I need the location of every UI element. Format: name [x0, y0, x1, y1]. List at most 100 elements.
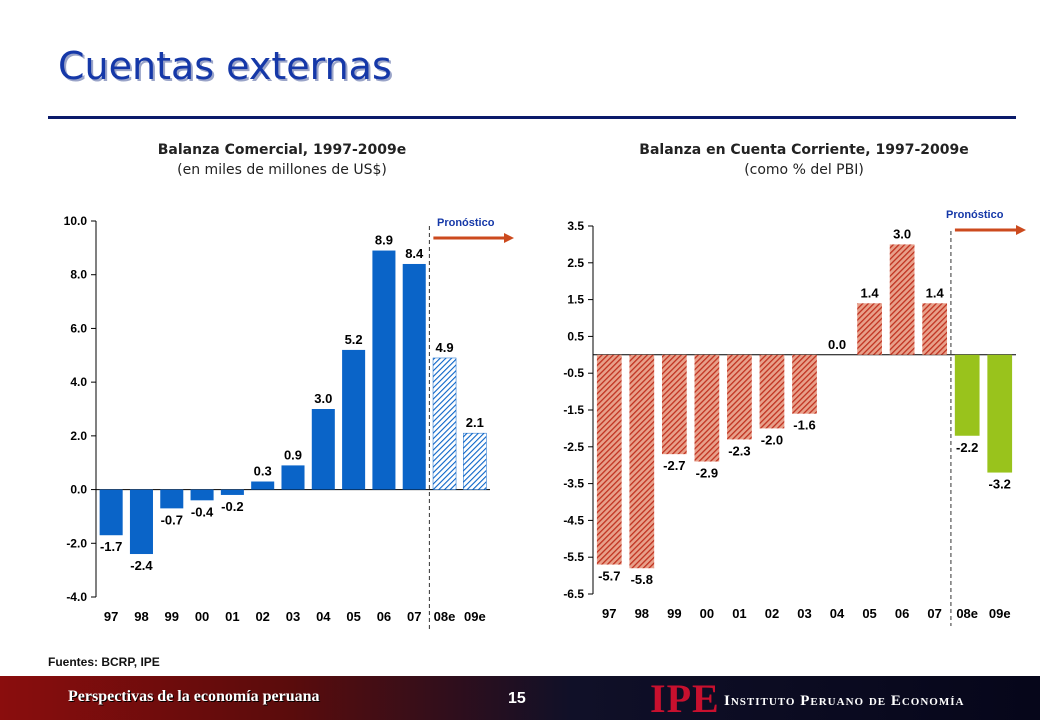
trade-data-label-09e: 2.1	[466, 415, 484, 430]
ipe-logo: IPE	[650, 676, 720, 721]
current-account-bar-08e	[954, 354, 980, 436]
trade-bar-00	[190, 489, 214, 501]
trade-data-label-06: 8.9	[375, 233, 393, 248]
current-account-data-label-00: -2.9	[696, 466, 718, 481]
current-account-x-tick-label-07: 07	[927, 606, 941, 621]
trade-x-tick-label-01: 01	[225, 609, 239, 624]
trade-forecast-label: Pronóstico	[437, 217, 495, 229]
trade-data-label-05: 5.2	[345, 332, 363, 347]
right-chart-heading: Balanza en Cuenta Corriente, 1997-2009e …	[604, 140, 1004, 180]
trade-bar-01	[220, 489, 244, 495]
trade-x-tick-label-05: 05	[346, 609, 360, 624]
trade-x-tick-label-06: 06	[377, 609, 391, 624]
current-account-y-tick-label: 3.5	[567, 219, 584, 233]
trade-y-tick-label: 4.0	[70, 375, 87, 389]
trade-y-tick-label: -4.0	[66, 590, 87, 604]
current-account-bar-02	[759, 354, 785, 429]
left-chart-title: Balanza Comercial, 1997-2009e	[157, 142, 407, 158]
current-account-forecast-arrow-head	[1016, 225, 1026, 235]
trade-y-tick-label: 8.0	[70, 268, 87, 282]
trade-bar-03	[281, 465, 305, 490]
current-account-data-label-03: -1.6	[793, 418, 815, 433]
trade-bar-98	[129, 489, 153, 555]
current-account-data-label-04: 0.0	[828, 337, 846, 352]
current-account-bar-97	[596, 354, 622, 565]
trade-bar-04	[311, 409, 335, 490]
current-account-data-label-01: -2.3	[728, 443, 750, 458]
current-account-bar-05	[857, 303, 882, 355]
trade-x-tick-label-04: 04	[316, 609, 331, 624]
current-account-x-tick-label-01: 01	[732, 606, 746, 621]
current-account-y-tick-label: -0.5	[563, 366, 584, 380]
trade-x-tick-label-02: 02	[255, 609, 269, 624]
current-account-y-tick-label: -5.5	[563, 550, 584, 564]
trade-bar-06	[372, 250, 396, 490]
current-account-y-tick-label: -6.5	[563, 587, 584, 601]
trade-x-tick-label-03: 03	[286, 609, 300, 624]
current-account-bar-98	[629, 354, 655, 569]
trade-bar-99	[160, 489, 184, 509]
trade-x-tick-label-97: 97	[104, 609, 118, 624]
current-account-y-tick-label: -2.5	[563, 440, 584, 454]
current-account-data-label-06: 3.0	[893, 226, 911, 241]
current-account-bar-03	[792, 354, 817, 414]
current-account-data-label-05: 1.4	[861, 285, 880, 300]
current-account-data-label-07: 1.4	[926, 285, 945, 300]
current-account-y-tick-label: 0.5	[567, 329, 584, 343]
trade-x-tick-label-99: 99	[165, 609, 179, 624]
trade-data-label-00: -0.4	[191, 504, 214, 519]
trade-x-tick-label-09e: 09e	[464, 609, 486, 624]
trade-bar-02	[251, 481, 275, 490]
current-account-bar-09e	[987, 354, 1013, 473]
trade-y-tick-label: 2.0	[70, 429, 87, 443]
trade-x-tick-label-98: 98	[134, 609, 148, 624]
trade-x-tick-label-08e: 08e	[434, 609, 456, 624]
current-account-x-tick-label-06: 06	[895, 606, 909, 621]
current-account-y-tick-label: -4.5	[563, 513, 584, 527]
trade-x-tick-label-00: 00	[195, 609, 209, 624]
trade-data-label-07: 8.4	[405, 246, 424, 261]
current-account-bar-99	[661, 354, 687, 455]
trade-data-label-99: -0.7	[161, 512, 183, 527]
current-account-data-label-02: -2.0	[761, 432, 783, 447]
right-chart-title: Balanza en Cuenta Corriente, 1997-2009e	[639, 142, 969, 158]
trade-y-tick-label: 0.0	[70, 483, 87, 497]
trade-forecast-arrow-head	[504, 233, 514, 243]
current-account-bar-01	[727, 354, 752, 440]
left-chart-heading: Balanza Comercial, 1997-2009e (en miles …	[82, 140, 482, 180]
trade-bar-05	[342, 349, 366, 490]
trade-x-tick-label-07: 07	[407, 609, 421, 624]
current-account-x-tick-label-04: 04	[830, 606, 845, 621]
current-account-x-tick-label-99: 99	[667, 606, 681, 621]
institute-name: Instituto Peruano de Economía	[724, 693, 965, 709]
trade-data-label-98: -2.4	[130, 558, 153, 573]
page-number: 15	[508, 690, 526, 707]
trade-y-tick-label: 10.0	[64, 214, 88, 228]
current-account-x-tick-label-97: 97	[602, 606, 616, 621]
right-chart-subtitle: (como % del PBI)	[744, 162, 864, 178]
slide-title: Cuentas externas	[58, 44, 392, 88]
current-account-x-tick-label-05: 05	[862, 606, 876, 621]
current-account-y-tick-label: 2.5	[567, 256, 584, 270]
title-divider	[48, 116, 1016, 119]
current-account-data-label-08e: -2.2	[956, 440, 978, 455]
current-account-bar-06	[889, 244, 915, 355]
current-account-x-tick-label-98: 98	[635, 606, 649, 621]
current-account-data-label-09e: -3.2	[989, 477, 1011, 492]
trade-data-label-08e: 4.9	[435, 340, 453, 355]
footer-bar	[0, 676, 1040, 720]
current-account-x-tick-label-08e: 08e	[956, 606, 978, 621]
current-account-data-label-98: -5.8	[631, 572, 653, 587]
current-account-bar-00	[694, 354, 720, 462]
current-account-x-tick-label-02: 02	[765, 606, 779, 621]
trade-bar-07	[402, 263, 426, 490]
trade-data-label-03: 0.9	[284, 447, 302, 462]
trade-bar-97	[99, 489, 123, 536]
current-account-x-tick-label-09e: 09e	[989, 606, 1011, 621]
current-account-y-tick-label: -3.5	[563, 477, 584, 491]
trade-data-label-04: 3.0	[314, 391, 332, 406]
current-account-x-tick-label-03: 03	[797, 606, 811, 621]
current-account-y-tick-label: -1.5	[563, 403, 584, 417]
current-account-bar-07	[922, 303, 948, 355]
